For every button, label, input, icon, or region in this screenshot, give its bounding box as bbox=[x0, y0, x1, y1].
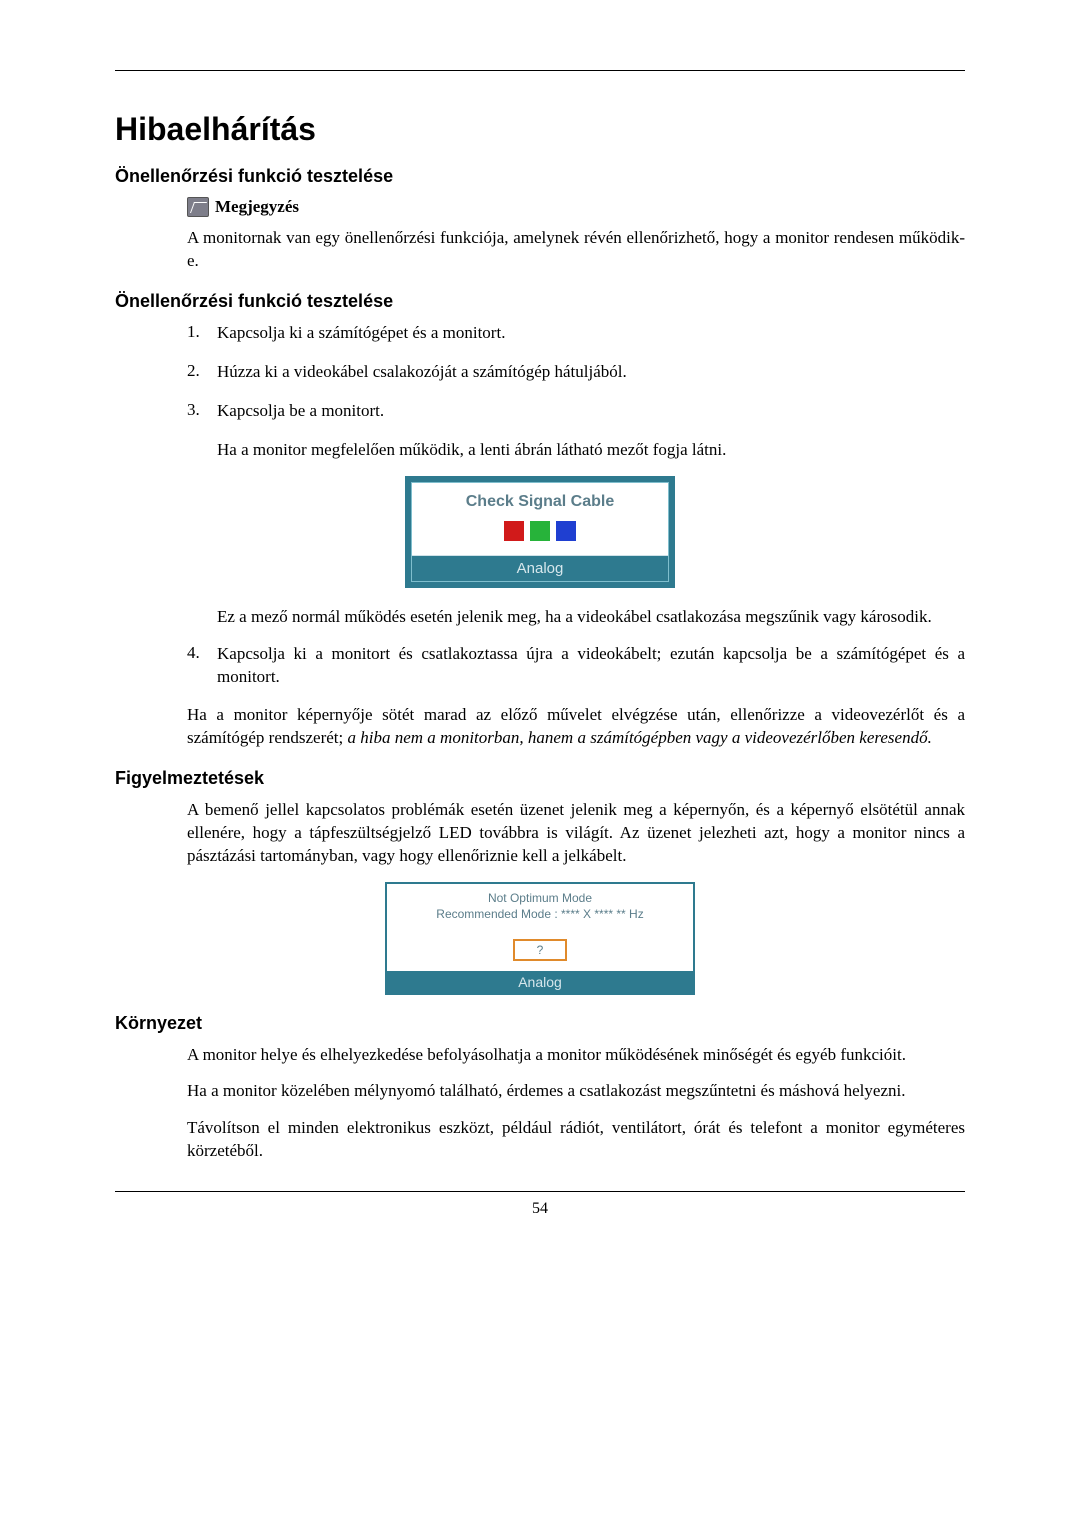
figure2-button: ? bbox=[513, 939, 568, 961]
env-p1: A monitor helye és elhelyezkedése befoly… bbox=[187, 1044, 965, 1067]
rgb-squares bbox=[412, 521, 668, 541]
section-heading-selftest-1: Önellenőrzési funkció tesztelése bbox=[115, 166, 965, 187]
top-rule bbox=[115, 70, 965, 71]
env-p3: Távolítson el minden elektronikus eszköz… bbox=[187, 1117, 965, 1163]
step-number: 2. bbox=[187, 361, 217, 384]
bottom-rule bbox=[115, 1191, 965, 1192]
page-title: Hibaelhárítás bbox=[115, 111, 965, 148]
green-square bbox=[530, 521, 550, 541]
note-icon bbox=[187, 197, 209, 217]
figure2-header: Not Optimum Mode Recommended Mode : ****… bbox=[387, 884, 693, 928]
section-heading-warnings: Figyelmeztetések bbox=[115, 768, 965, 789]
figure2-mode: Analog bbox=[387, 971, 693, 993]
figure2-line2: Recommended Mode : **** X **** ** Hz bbox=[391, 906, 689, 922]
tail-paragraph: Ha a monitor képernyője sötét marad az e… bbox=[187, 704, 965, 750]
step-text: Kapcsolja ki a monitort és csatlakoztass… bbox=[217, 643, 965, 689]
step-number: 1. bbox=[187, 322, 217, 345]
step-after-text: Ez a mező normál működés esetén jelenik … bbox=[217, 606, 965, 629]
tail-italic: a hiba nem a monitorban, hanem a számító… bbox=[348, 728, 932, 747]
note-row: Megjegyzés bbox=[187, 197, 965, 217]
warnings-text: A bemenő jellel kapcsolatos problémák es… bbox=[187, 799, 965, 868]
document-page: Hibaelhárítás Önellenőrzési funkció tesz… bbox=[0, 0, 1080, 1258]
step-number: 4. bbox=[187, 643, 217, 689]
step-text: Kapcsolja be a monitort. bbox=[217, 400, 965, 423]
step-text: Kapcsolja ki a számítógépet és a monitor… bbox=[217, 322, 965, 345]
list-item: 2. Húzza ki a videokábel csalakozóját a … bbox=[187, 361, 965, 384]
steps-list-cont: 4. Kapcsolja ki a monitort és csatlakozt… bbox=[187, 643, 965, 689]
note-label: Megjegyzés bbox=[215, 197, 299, 217]
figure-not-optimum-mode: Not Optimum Mode Recommended Mode : ****… bbox=[385, 882, 695, 994]
note-text: A monitornak van egy önellenőrzési funkc… bbox=[187, 227, 965, 273]
figure2-line1: Not Optimum Mode bbox=[391, 890, 689, 906]
section-heading-selftest-2: Önellenőrzési funkció tesztelése bbox=[115, 291, 965, 312]
list-item: 3. Kapcsolja be a monitort. bbox=[187, 400, 965, 423]
step-number: 3. bbox=[187, 400, 217, 423]
steps-list: 1. Kapcsolja ki a számítógépet és a moni… bbox=[187, 322, 965, 423]
list-item: 1. Kapcsolja ki a számítógépet és a moni… bbox=[187, 322, 965, 345]
figure2-middle: ? bbox=[387, 929, 693, 971]
red-square bbox=[504, 521, 524, 541]
blue-square bbox=[556, 521, 576, 541]
section-heading-environment: Környezet bbox=[115, 1013, 965, 1034]
figure-panel: Check Signal Cable Analog bbox=[411, 482, 669, 582]
step-text: Húzza ki a videokábel csalakozóját a szá… bbox=[217, 361, 965, 384]
env-p2: Ha a monitor közelében mélynyomó találha… bbox=[187, 1080, 965, 1103]
figure-check-signal-cable: Check Signal Cable Analog bbox=[405, 476, 675, 588]
step-follow-text: Ha a monitor megfelelően működik, a lent… bbox=[217, 439, 965, 462]
list-item: 4. Kapcsolja ki a monitort és csatlakozt… bbox=[187, 643, 965, 689]
figure-title: Check Signal Cable bbox=[412, 493, 668, 511]
page-number: 54 bbox=[115, 1200, 965, 1218]
figure-mode: Analog bbox=[412, 556, 668, 581]
